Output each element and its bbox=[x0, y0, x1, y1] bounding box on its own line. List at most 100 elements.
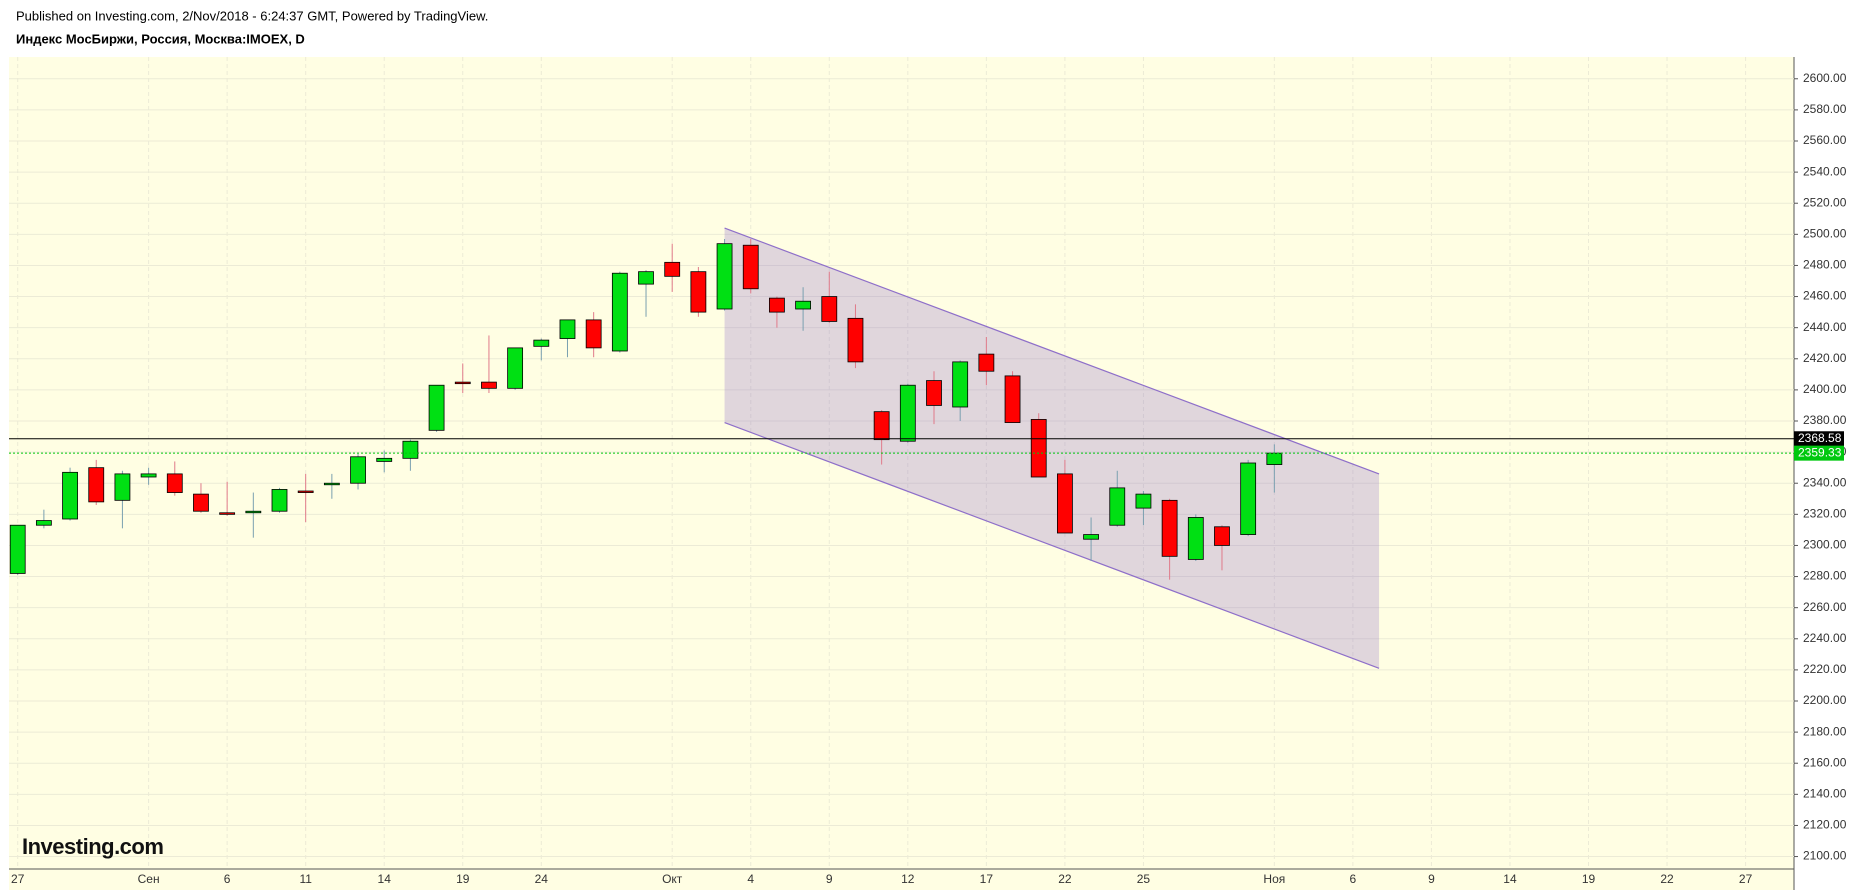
price-label: 2368.58 bbox=[1798, 431, 1842, 445]
candle-body bbox=[638, 271, 654, 285]
channel-line bbox=[724, 227, 1380, 475]
candle-body bbox=[899, 384, 916, 442]
candle-body bbox=[795, 300, 811, 310]
y-tick-label: 2120.00 bbox=[1803, 818, 1847, 832]
candle-body bbox=[166, 473, 183, 493]
published-note: Published on Investing.com, 2/Nov/2018 -… bbox=[16, 8, 488, 23]
x-tick-label: 22 bbox=[1058, 872, 1072, 886]
y-tick-label: 2420.00 bbox=[1803, 351, 1847, 365]
candle-body bbox=[1135, 493, 1152, 509]
x-tick-label: 17 bbox=[980, 872, 994, 886]
x-tick-label: 6 bbox=[1350, 872, 1357, 886]
x-tick-label: 24 bbox=[535, 872, 549, 886]
candle-body bbox=[35, 520, 52, 526]
x-tick-label: 11 bbox=[299, 872, 312, 886]
y-tick-label: 2540.00 bbox=[1803, 164, 1847, 178]
candle-body bbox=[585, 319, 602, 349]
x-tick-label: 14 bbox=[378, 872, 392, 886]
y-tick-label: 2340.00 bbox=[1803, 475, 1847, 489]
y-tick-label: 2160.00 bbox=[1803, 755, 1847, 769]
candle-body bbox=[716, 243, 733, 310]
y-tick-label: 2280.00 bbox=[1803, 569, 1847, 583]
y-tick-label: 2500.00 bbox=[1803, 227, 1847, 241]
plot-area bbox=[9, 57, 1794, 890]
candle-body bbox=[323, 482, 340, 486]
candle-body bbox=[611, 272, 628, 352]
x-tick-label: 27 bbox=[11, 872, 25, 886]
x-tick-label: Ноя bbox=[1263, 872, 1285, 886]
x-tick-label: 25 bbox=[1137, 872, 1151, 886]
candle-body bbox=[769, 297, 785, 313]
candle-body bbox=[873, 411, 890, 441]
candle-body bbox=[507, 347, 524, 389]
y-tick-label: 2180.00 bbox=[1803, 724, 1847, 738]
price-label-box bbox=[1794, 445, 1844, 461]
x-tick-label: 9 bbox=[826, 872, 833, 886]
x-tick-label: 6 bbox=[224, 872, 231, 886]
price-label: 2359.33 bbox=[1798, 445, 1842, 459]
x-tick-label: 27 bbox=[1739, 872, 1753, 886]
candle-body bbox=[271, 489, 288, 512]
symbol-title: Индекс МосБиржи, Россия, Москва:IMOEX, D bbox=[16, 31, 305, 46]
candle-body bbox=[926, 380, 942, 406]
candle-body bbox=[193, 493, 209, 512]
candle-body bbox=[821, 296, 838, 322]
candle-body bbox=[62, 471, 78, 520]
candle-body bbox=[533, 339, 550, 347]
candle-body bbox=[1109, 487, 1126, 526]
candle-body bbox=[376, 457, 393, 462]
x-tick-label: 14 bbox=[1503, 872, 1517, 886]
y-tick-label: 2320.00 bbox=[1803, 507, 1847, 521]
candle-body bbox=[297, 490, 314, 493]
y-tick-label: 2260.00 bbox=[1803, 600, 1847, 614]
candle-body bbox=[978, 353, 995, 372]
x-tick-label: 22 bbox=[1660, 872, 1674, 886]
y-tick-label: 2400.00 bbox=[1803, 382, 1847, 396]
y-tick-label: 2200.00 bbox=[1803, 693, 1847, 707]
x-tick-label: 19 bbox=[456, 872, 470, 886]
y-tick-label: 2460.00 bbox=[1803, 289, 1847, 303]
candle-body bbox=[219, 512, 236, 515]
y-tick-label: 2440.00 bbox=[1803, 320, 1847, 334]
candle-body bbox=[1187, 517, 1204, 560]
channel bbox=[724, 228, 1380, 669]
candle-body bbox=[245, 510, 262, 514]
y-tick-label: 2580.00 bbox=[1803, 102, 1847, 116]
candle-body bbox=[481, 381, 497, 389]
logo: Investing.com bbox=[22, 834, 163, 859]
y-tick-label: 2480.00 bbox=[1803, 258, 1847, 272]
candle-body bbox=[847, 317, 864, 363]
x-tick-label: 19 bbox=[1582, 872, 1596, 886]
candle-body bbox=[1161, 499, 1178, 557]
y-tick-label: 2300.00 bbox=[1803, 538, 1847, 552]
y-tick-label: 2240.00 bbox=[1803, 631, 1847, 645]
y-tick-label: 2600.00 bbox=[1803, 71, 1847, 85]
candle-body bbox=[9, 524, 26, 574]
price-label-box bbox=[1794, 431, 1844, 447]
candle-body bbox=[350, 456, 366, 484]
candle-body bbox=[140, 473, 157, 478]
candle-body bbox=[1057, 473, 1073, 534]
y-tick-label: 2100.00 bbox=[1803, 849, 1847, 863]
y-tick-label: 2560.00 bbox=[1803, 133, 1847, 147]
candle-body bbox=[1004, 375, 1021, 423]
candle-body bbox=[690, 271, 707, 313]
candle-body bbox=[742, 244, 759, 290]
candle-body bbox=[952, 361, 969, 408]
candle-body bbox=[664, 261, 681, 277]
candle-body bbox=[1266, 452, 1283, 465]
candle-body bbox=[1030, 419, 1047, 478]
candle-body bbox=[454, 381, 471, 385]
y-tick-label: 2380.00 bbox=[1803, 413, 1847, 427]
candle-body bbox=[1214, 526, 1230, 546]
y-tick-label: 2220.00 bbox=[1803, 662, 1847, 676]
y-tick-label: 2140.00 bbox=[1803, 787, 1847, 801]
x-tick-label: Окт bbox=[662, 872, 683, 886]
candle-body bbox=[428, 384, 445, 431]
candle-body bbox=[114, 473, 131, 501]
x-tick-label: 4 bbox=[747, 872, 754, 886]
candle-body bbox=[402, 440, 419, 459]
